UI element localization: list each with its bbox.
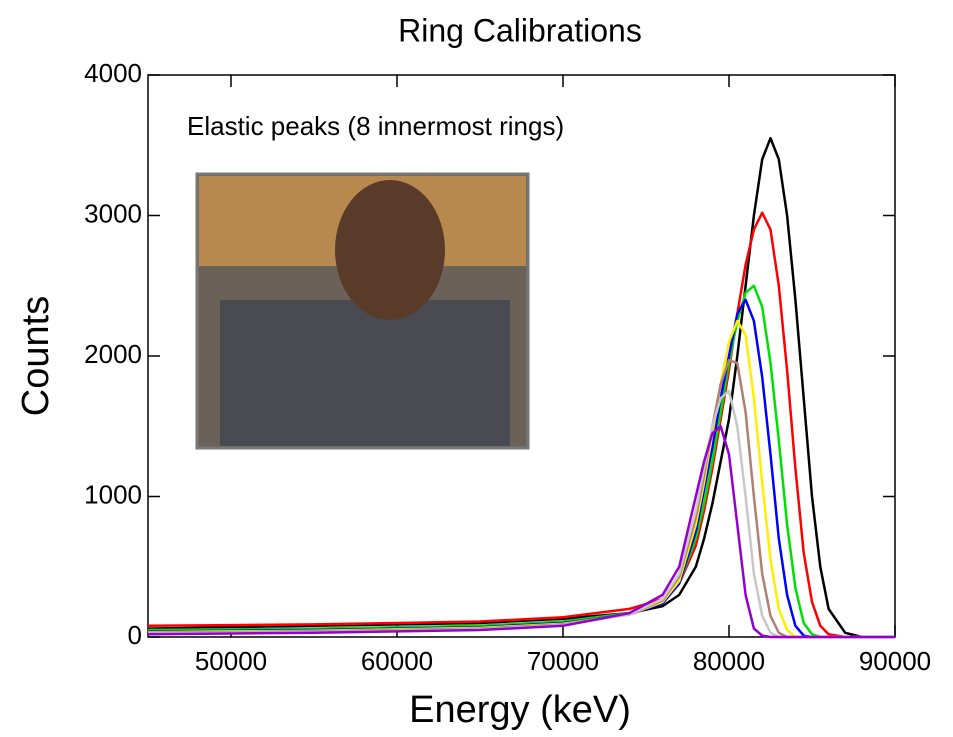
y-axis-label: Counts — [15, 296, 57, 416]
y-tick-label: 4000 — [84, 58, 142, 88]
y-tick-label: 0 — [128, 620, 142, 650]
y-tick-label: 3000 — [84, 198, 142, 228]
annotation: Elastic peaks (8 innermost rings) — [187, 111, 564, 141]
y-tick-label: 2000 — [84, 339, 142, 369]
x-tick-label: 80000 — [693, 646, 765, 676]
x-tick-label: 60000 — [361, 646, 433, 676]
x-tick-label: 90000 — [859, 646, 931, 676]
series-line — [147, 136, 895, 639]
x-tick-label: 70000 — [527, 646, 599, 676]
x-tick-label: 50000 — [195, 646, 267, 676]
chart-title: Ring Calibrations — [398, 12, 642, 48]
x-axis-label: Energy (keV) — [409, 689, 631, 731]
series-line — [147, 425, 895, 639]
photo — [195, 172, 530, 450]
y-tick-label: 1000 — [84, 479, 142, 509]
